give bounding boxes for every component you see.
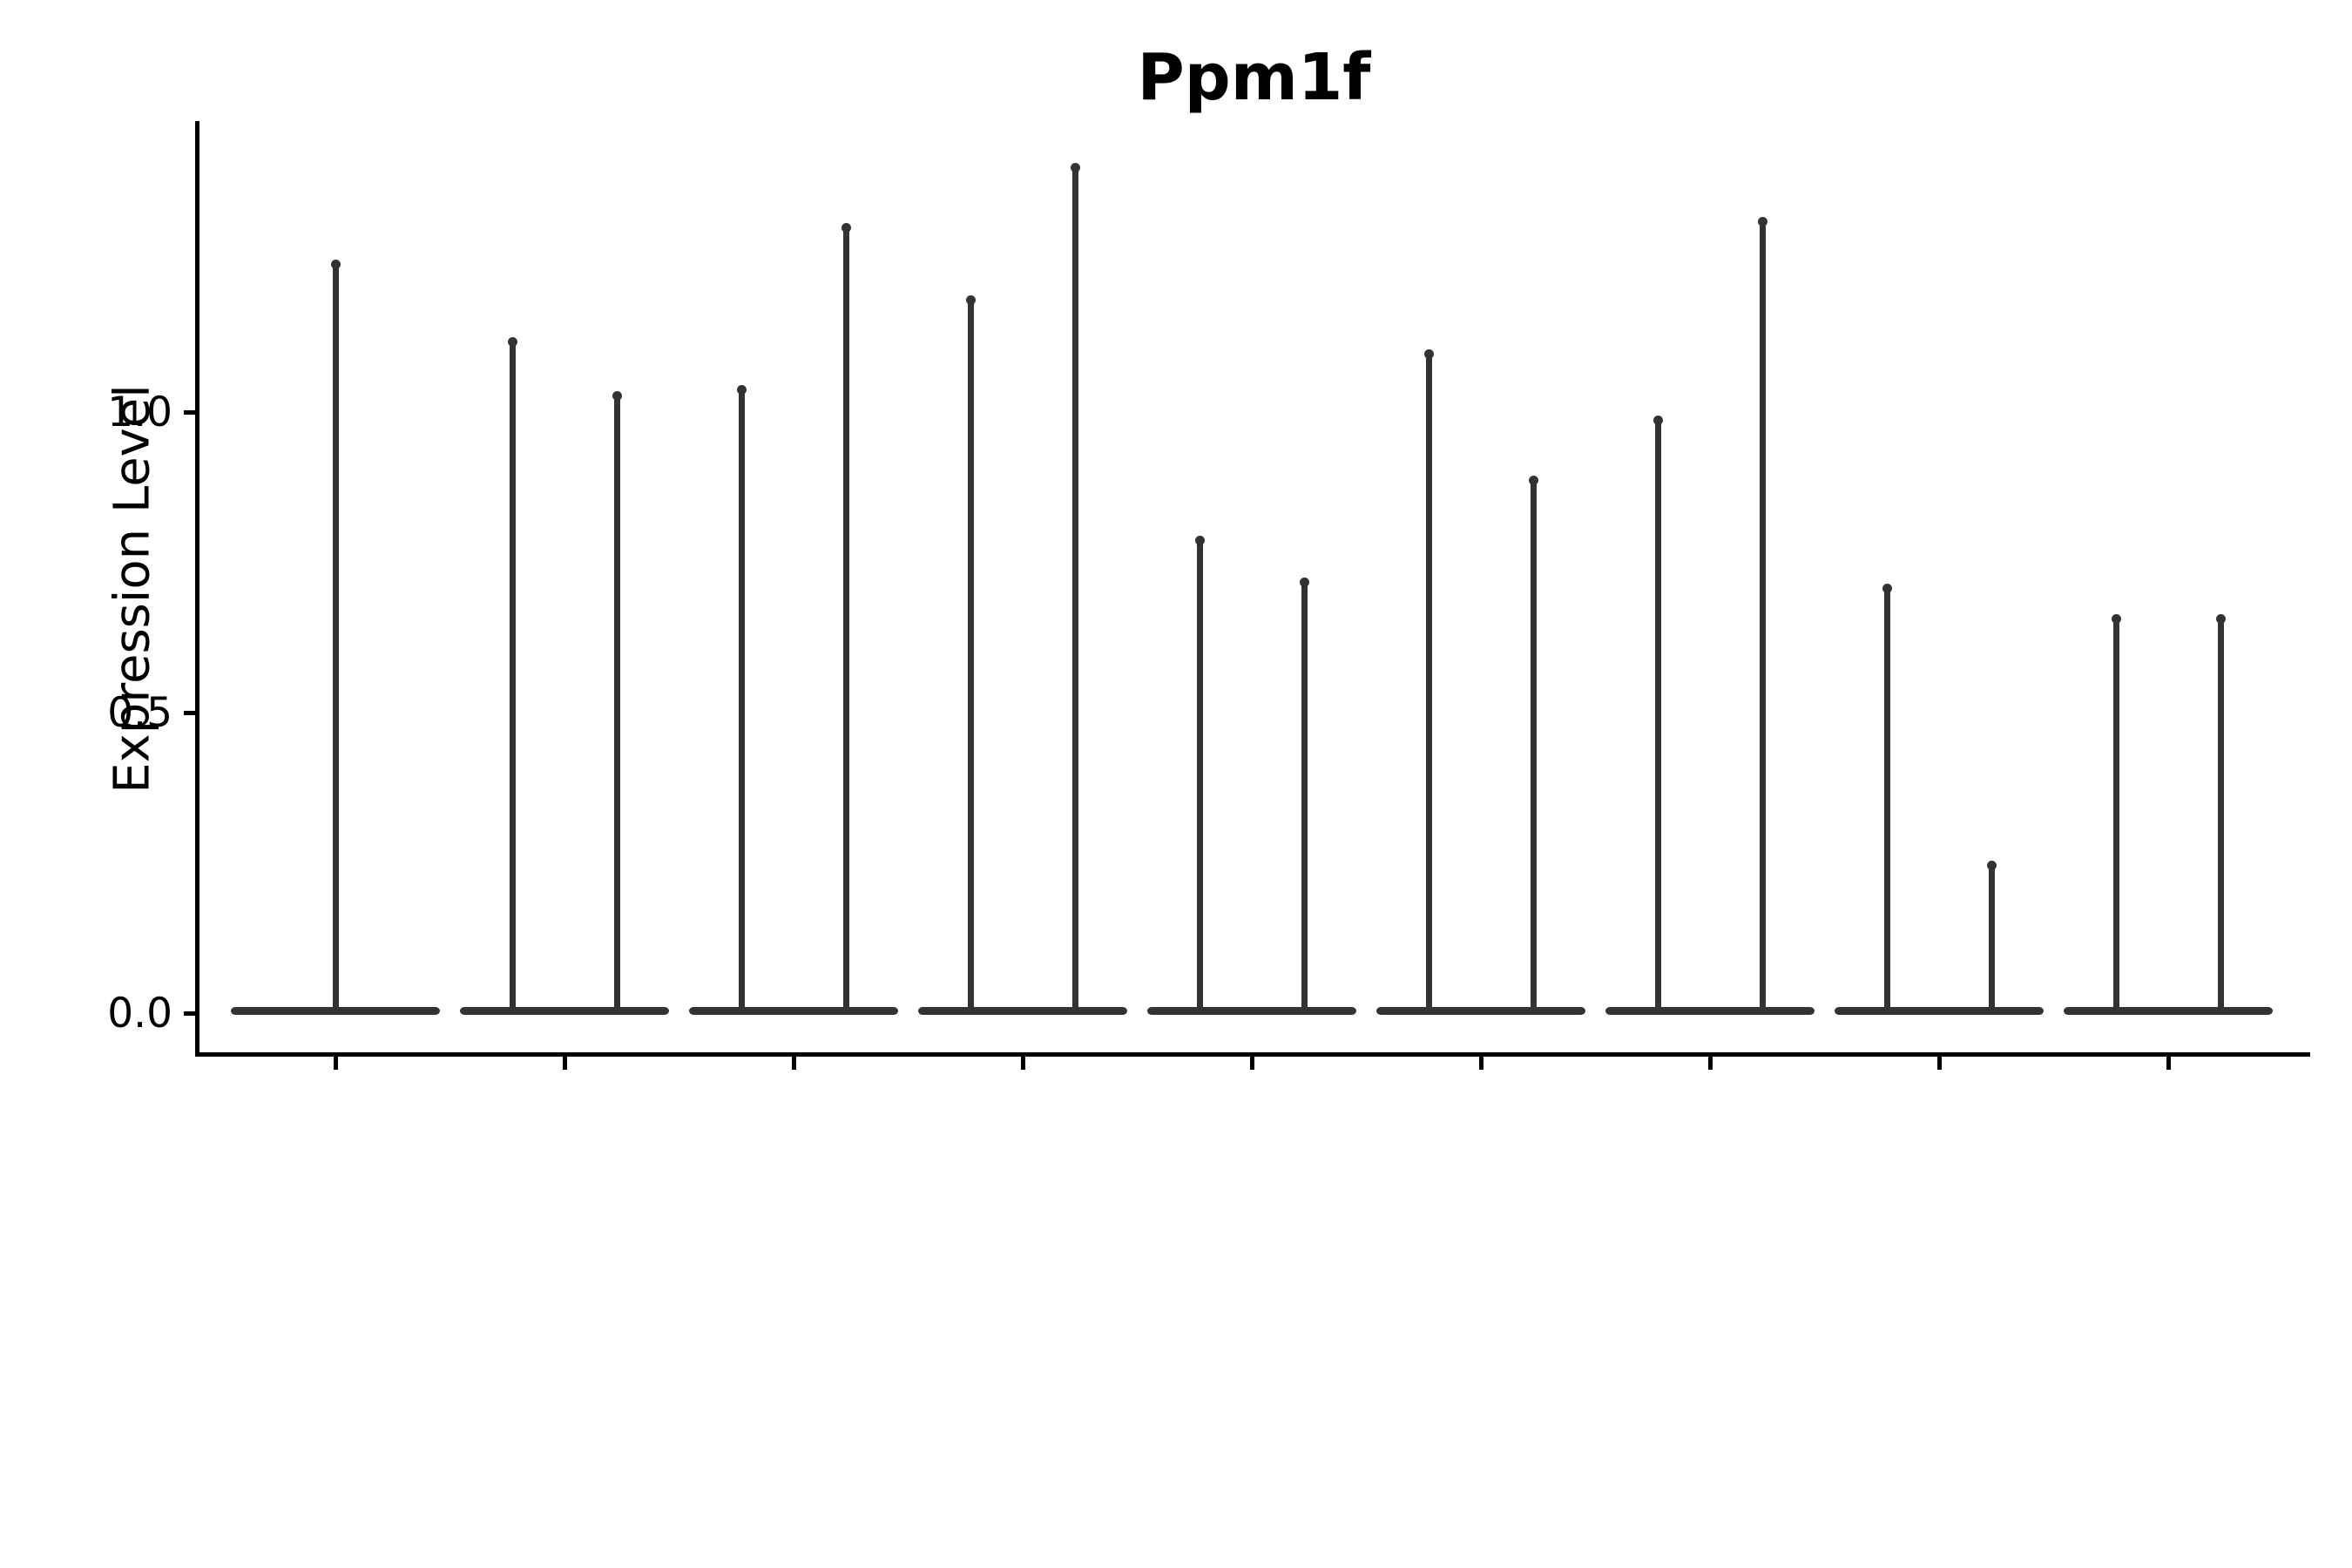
spike-tip-knob bbox=[507, 337, 517, 348]
violin-body bbox=[1147, 1007, 1356, 1015]
spike-tip-knob bbox=[1070, 163, 1080, 173]
spike-tip-knob bbox=[612, 391, 622, 402]
spike-tip-knob bbox=[1757, 217, 1767, 227]
violin-body bbox=[1376, 1007, 1585, 1015]
violin-density-spike bbox=[1759, 220, 1766, 1010]
spike-tip-knob bbox=[1423, 349, 1434, 359]
x-tick-mark bbox=[1936, 1057, 1942, 1070]
violin-body bbox=[2064, 1007, 2273, 1015]
violin-density-spike bbox=[842, 226, 849, 1010]
spike-tip-knob bbox=[965, 294, 976, 305]
violin-density-spike bbox=[1530, 477, 1537, 1010]
spike-tip-knob bbox=[1528, 475, 1538, 485]
spike-tip-knob bbox=[1299, 578, 1309, 588]
spike-tip-knob bbox=[736, 385, 747, 395]
violin-density-spike bbox=[509, 340, 516, 1010]
y-tick-mark bbox=[184, 1010, 198, 1016]
spike-tip-knob bbox=[330, 259, 341, 269]
violin-density-spike bbox=[2112, 616, 2119, 1010]
chart-title: Ppm1f bbox=[1137, 40, 1371, 115]
spike-tip-knob bbox=[2111, 613, 2121, 624]
y-axis-spine bbox=[195, 121, 199, 1057]
x-tick-mark bbox=[791, 1057, 796, 1070]
y-tick-mark bbox=[184, 710, 198, 715]
x-tick-mark bbox=[1020, 1057, 1025, 1070]
violin-density-spike bbox=[1988, 862, 1995, 1010]
violin-density-spike bbox=[1301, 580, 1308, 1010]
violin-density-spike bbox=[1071, 166, 1078, 1010]
x-tick-mark bbox=[1249, 1057, 1254, 1070]
violin-body bbox=[460, 1007, 669, 1015]
violin-density-spike bbox=[1654, 417, 1661, 1010]
x-tick-mark bbox=[1478, 1057, 1484, 1070]
spike-tip-knob bbox=[1882, 584, 1892, 594]
violin-density-spike bbox=[2217, 616, 2224, 1010]
x-tick-mark bbox=[562, 1057, 567, 1070]
violin-density-spike bbox=[1425, 352, 1432, 1010]
violin-body bbox=[1835, 1007, 2044, 1015]
spike-tip-knob bbox=[1986, 860, 1997, 870]
spike-tip-knob bbox=[1652, 415, 1663, 425]
violin-body bbox=[231, 1007, 440, 1015]
violin-density-spike bbox=[738, 388, 745, 1010]
x-tick-mark bbox=[2166, 1057, 2171, 1070]
violin-density-spike bbox=[332, 261, 339, 1010]
x-axis-spine bbox=[195, 1052, 2310, 1057]
violin-body bbox=[1605, 1007, 1815, 1015]
x-tick-mark bbox=[333, 1057, 338, 1070]
violin-body bbox=[689, 1007, 898, 1015]
violin-density-spike bbox=[1196, 537, 1203, 1010]
y-tick-label: 1.0 bbox=[107, 388, 172, 436]
x-tick-mark bbox=[1707, 1057, 1713, 1070]
violin-density-spike bbox=[613, 394, 620, 1010]
violin-density-spike bbox=[1883, 586, 1890, 1010]
violin-body bbox=[918, 1007, 1127, 1015]
spike-tip-knob bbox=[2215, 613, 2226, 624]
y-tick-label: 0.0 bbox=[107, 989, 172, 1037]
y-tick-label: 0.5 bbox=[107, 688, 172, 737]
y-tick-mark bbox=[184, 409, 198, 415]
spike-tip-knob bbox=[1194, 535, 1205, 545]
spike-tip-knob bbox=[841, 223, 851, 233]
violin-density-spike bbox=[967, 297, 974, 1010]
